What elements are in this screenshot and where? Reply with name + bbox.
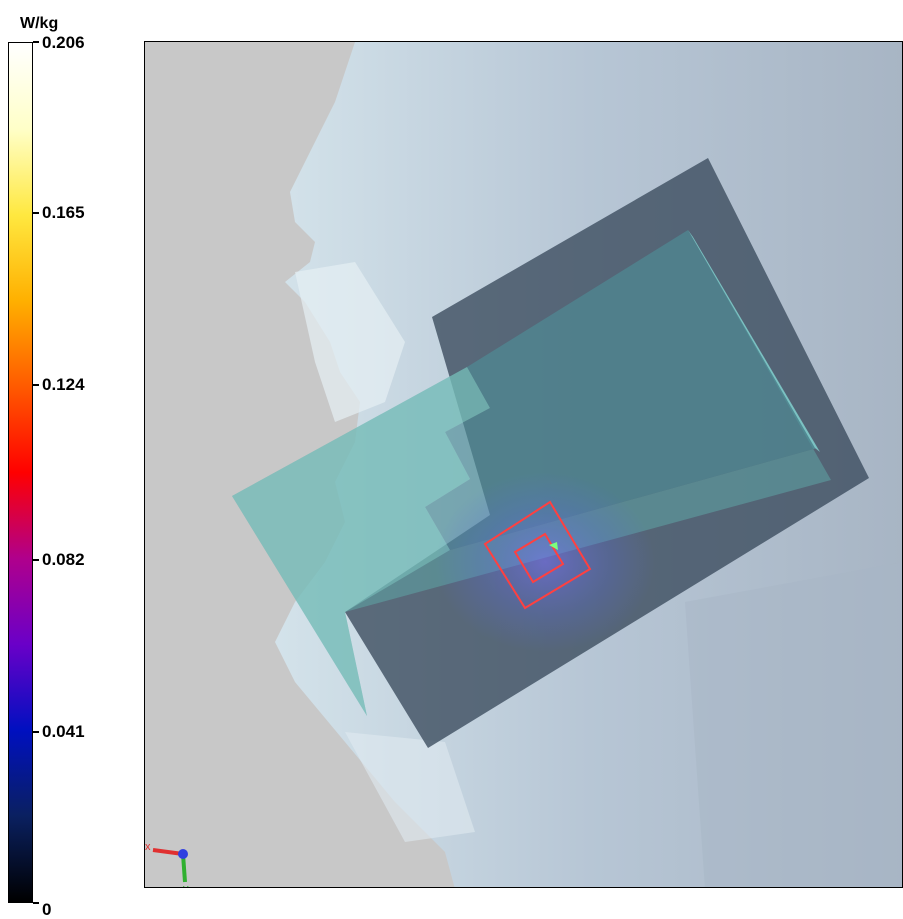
axis-x-label: x [145, 841, 151, 853]
teal-scan-area [232, 230, 831, 716]
sar-hotspot [435, 472, 655, 652]
colorbar-tick-label: 0 [42, 900, 52, 919]
zoom-scan-outer [483, 500, 592, 610]
colorbar-tick [33, 730, 39, 733]
zoom-scan-inner [513, 532, 565, 584]
teal-left-strip [232, 367, 490, 716]
colorbar-tick [33, 212, 39, 215]
colorbar-tick-label: 0.124 [42, 374, 85, 394]
colorbar-tick [33, 383, 39, 386]
teal-upper-plate [425, 230, 817, 550]
colorbar-tick [33, 41, 39, 43]
chin-highlight [345, 732, 475, 842]
colorbar-tick-label: 0.082 [42, 550, 85, 570]
colorbar-tick-label: 0.206 [42, 33, 85, 52]
axes-triad: x y [145, 841, 189, 888]
colorbar-unit-label: W/kg [20, 15, 59, 32]
axis-y-label: y [183, 883, 189, 888]
teal-edge [688, 230, 820, 452]
3d-viewport[interactable]: x y [144, 41, 903, 888]
sar-scene: x y [145, 42, 902, 888]
colorbar-tick [33, 559, 39, 562]
peak-marker [549, 542, 558, 550]
colorbar-tick-label: 0.041 [42, 721, 85, 741]
neck-shade [685, 562, 902, 887]
face-highlight [295, 262, 405, 422]
colorbar-tick [33, 902, 39, 904]
colorbar-tick-label: 0.165 [42, 203, 85, 223]
colorbar-gradient [8, 42, 33, 903]
